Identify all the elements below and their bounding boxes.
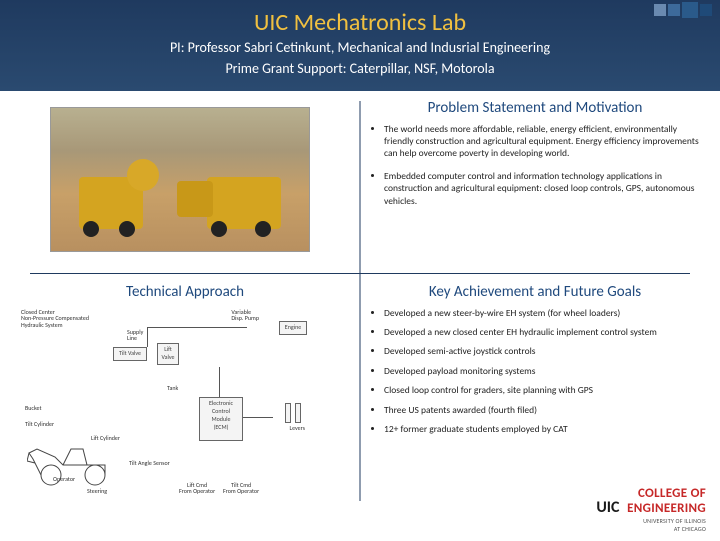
box-lift-valve: LiftValve (157, 343, 179, 365)
box-engine: Engine (279, 321, 307, 335)
label-closed-center: Closed CenterNon-Pressure CompensatedHyd… (21, 309, 91, 329)
horizontal-divider (30, 273, 690, 274)
achievement-bullet: Closed loop control for graders, site pl… (384, 384, 700, 396)
achievement-bullet: 12+ former graduate students employed by… (384, 423, 700, 435)
dump-truck-shape (79, 177, 143, 229)
construction-photo (50, 107, 310, 252)
problem-bullet: The world needs more affordable, reliabl… (384, 123, 700, 160)
label-variable-pump: VariableDisp. Pump (231, 309, 259, 322)
achievement-bullet: Developed a new closed center EH hydraul… (384, 326, 700, 338)
problem-bullet: Embedded computer control and informatio… (384, 170, 700, 207)
vertical-divider (360, 101, 361, 501)
label-tank: Tank (167, 385, 178, 392)
achievement-bullet: Three US patents awarded (fourth filed) (384, 404, 700, 416)
label-steering: Steering (87, 488, 107, 495)
wheel-loader-shape (207, 177, 281, 229)
photo-quadrant (20, 101, 340, 252)
header-banner: UIC Mechatronics Lab PI: Professor Sabri… (0, 0, 720, 91)
logo-uic-text: UIC (596, 498, 619, 517)
achievements-title: Key Achievement and Future Goals (370, 283, 700, 301)
logo-subtext: UNIVERSITY OF ILLINOISAT CHICAGO (596, 517, 706, 533)
achievement-bullet: Developed semi-active joystick controls (384, 345, 700, 357)
label-tilt-cmd: Tilt CmdFrom Operator (223, 482, 259, 495)
logo-coe-text: COLLEGE OFENGINEERING (627, 486, 706, 516)
technical-title: Technical Approach (15, 283, 355, 301)
box-ecm: ElectronicControlModule(ECM) (199, 397, 243, 441)
content-area: Problem Statement and Motivation The wor… (0, 91, 720, 541)
label-tilt-cyl: Tilt Cylinder (25, 421, 54, 428)
problem-quadrant: Problem Statement and Motivation The wor… (370, 99, 700, 217)
problem-title: Problem Statement and Motivation (370, 99, 700, 117)
label-supply-line: SupplyLine (127, 329, 143, 342)
page-title: UIC Mechatronics Lab (0, 8, 720, 37)
label-levers: Levers (290, 425, 305, 432)
technical-quadrant: Technical Approach Closed CenterNon-Pres… (15, 283, 355, 497)
box-lever-1 (285, 403, 291, 423)
tractor-outline (27, 431, 123, 489)
achievements-quadrant: Key Achievement and Future Goals Develop… (370, 283, 700, 442)
label-tilt-sensor: Tilt Angle Sensor (129, 460, 170, 467)
label-lift-cmd: Lift CmdFrom Operator (179, 482, 215, 495)
achievement-bullet: Developed payload monitoring systems (384, 365, 700, 377)
achievement-bullet: Developed a new steer-by-wire EH system … (384, 307, 700, 319)
label-bucket: Bucket (25, 405, 41, 412)
hydraulic-diagram: Closed CenterNon-Pressure CompensatedHyd… (19, 307, 309, 497)
uic-logo: UIC COLLEGE OFENGINEERING UNIVERSITY OF … (596, 486, 706, 533)
box-tilt-valve: Tilt Valve (113, 347, 147, 361)
subtitle-line-1: PI: Professor Sabri Cetinkunt, Mechanica… (0, 39, 720, 58)
subtitle-line-2: Prime Grant Support: Caterpillar, NSF, M… (0, 60, 720, 79)
achievements-bullets: Developed a new steer-by-wire EH system … (370, 307, 700, 435)
problem-bullets: The world needs more affordable, reliabl… (370, 123, 700, 207)
corner-decoration (654, 4, 712, 18)
box-lever-2 (295, 403, 301, 423)
